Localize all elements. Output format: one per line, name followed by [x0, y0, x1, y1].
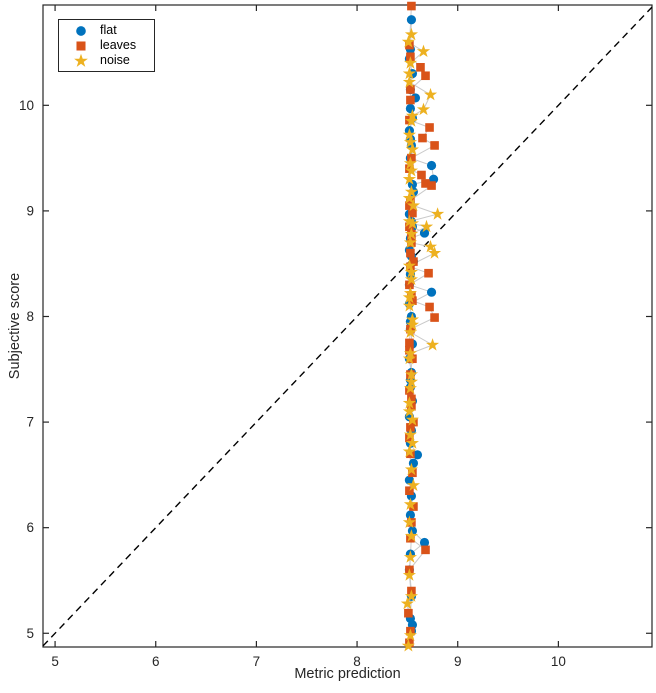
legend[interactable]: flat leaves noise — [58, 19, 155, 72]
legend-label: noise — [100, 53, 130, 68]
x-tick-label: 8 — [353, 654, 361, 669]
star-marker-icon — [74, 53, 88, 67]
x-tick-label: 10 — [551, 654, 566, 669]
y-tick-label: 5 — [26, 626, 34, 641]
x-tick-label: 6 — [152, 654, 160, 669]
legend-entry-flat[interactable]: flat — [59, 24, 154, 38]
tick-labels: 5 6 7 8 9 10 5 6 7 8 9 10 — [19, 98, 566, 669]
axis-ticks — [43, 5, 652, 647]
x-tick-label: 7 — [253, 654, 261, 669]
y-tick-label: 8 — [26, 309, 34, 324]
circle-marker-icon — [76, 25, 86, 36]
x-tick-label: 5 — [51, 654, 59, 669]
x-tick-label: 9 — [454, 654, 462, 669]
y-tick-label: 10 — [19, 98, 34, 113]
y-tick-label: 6 — [26, 520, 34, 535]
y-tick-label: 7 — [26, 415, 34, 430]
square-marker-icon — [76, 40, 86, 51]
series-noise-points — [400, 27, 445, 652]
legend-entry-leaves[interactable]: leaves — [59, 39, 154, 53]
legend-entry-noise[interactable]: noise — [59, 53, 154, 68]
plot-box — [42, 4, 653, 648]
x-axis-label: Metric prediction — [294, 666, 401, 682]
y-axis-label: Subjective score — [7, 272, 23, 380]
identity-line — [42, 6, 653, 647]
legend-label: flat — [100, 23, 117, 38]
y-tick-label: 9 — [26, 203, 34, 218]
legend-label: leaves — [100, 38, 137, 53]
